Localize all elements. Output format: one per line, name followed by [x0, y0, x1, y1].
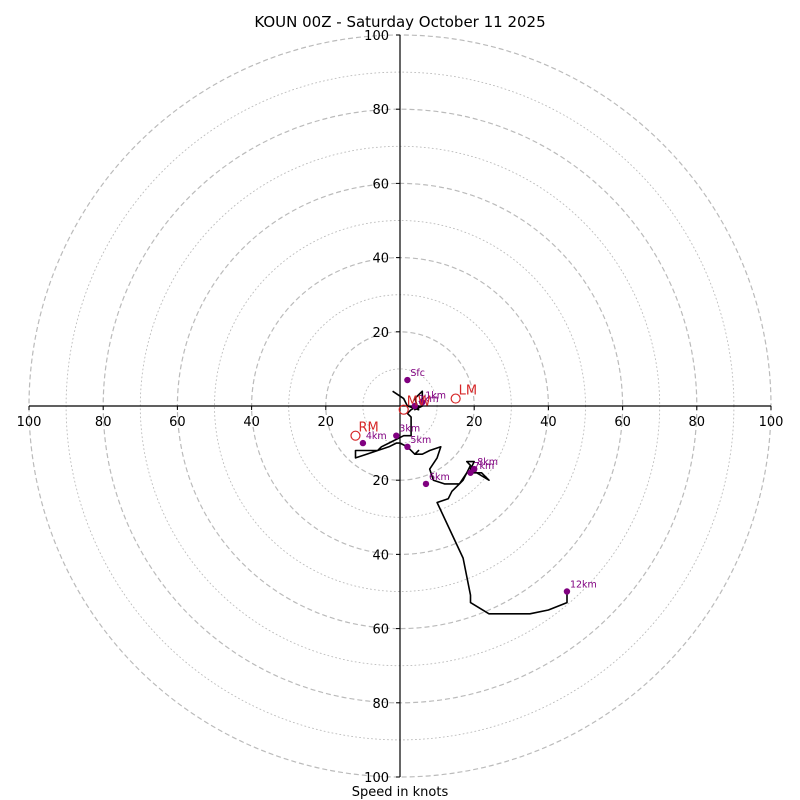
height-label-3km: 3km: [399, 424, 420, 435]
y-tick-label: 20: [372, 474, 389, 489]
storm-marker-LM: [450, 393, 461, 404]
storm-marker-MW: [398, 404, 409, 415]
height-label-7km: 7km: [473, 461, 494, 472]
x-tick-label: 100: [759, 415, 784, 430]
height-label-12km: 12km: [570, 580, 597, 591]
height-label-2km: 2km: [418, 394, 439, 405]
y-tick-label: 80: [372, 103, 389, 118]
y-tick-label: 40: [372, 252, 389, 267]
height-marker-12km: [563, 588, 571, 595]
y-tick-label: 80: [372, 697, 389, 712]
height-marker-Sfc: [404, 376, 411, 384]
y-tick-label: 60: [372, 177, 389, 192]
storm-marker-RM: [350, 430, 361, 441]
storm-motion-layer: RM LM MW: [350, 384, 477, 441]
y-tick-label: 100: [364, 29, 389, 44]
x-tick-label: 80: [689, 415, 706, 430]
height-marker-5km: [404, 443, 411, 451]
height-label-Sfc: Sfc: [410, 368, 425, 379]
storm-label-MW: MW: [407, 395, 431, 410]
y-tick-label: 60: [372, 623, 389, 638]
y-tick-label: 40: [372, 548, 389, 563]
x-tick-label: 100: [17, 415, 42, 430]
x-tick-label: 60: [169, 415, 186, 430]
x-tick-label: 40: [243, 415, 260, 430]
height-marker-3km: [393, 432, 400, 439]
height-marker-1km: [419, 399, 426, 406]
x-tick-label: 20: [466, 415, 483, 430]
y-tick-label: 100: [364, 771, 389, 786]
height-label-5km: 5km: [410, 435, 431, 446]
height-label-1km: 1km: [425, 390, 446, 401]
storm-label-LM: LM: [459, 384, 477, 399]
x-tick-label: 40: [540, 415, 557, 430]
y-tick-label: 20: [372, 326, 389, 341]
x-tick-label: 80: [95, 415, 112, 430]
storm-label-RM: RM: [358, 421, 378, 436]
tick-labels: 100 80 60 40 20 20 40 60 80 100 100 80 60 40 20 20 40 60 8…: [17, 29, 784, 786]
axes: [29, 35, 771, 777]
height-marker-8km: [471, 465, 478, 473]
height-label-4km: 4km: [366, 431, 387, 442]
x-tick-label: 20: [318, 415, 335, 430]
height-label-6km: 6km: [429, 472, 450, 483]
x-axis-label: Speed in knots: [352, 785, 449, 800]
height-marker-2km: [411, 402, 419, 410]
chart-title: KOUN 00Z - Saturday October 11 2025: [254, 13, 545, 31]
x-tick-label: 60: [614, 415, 631, 430]
wind-trace-line: [354, 390, 568, 615]
height-label-8km: 8km: [477, 457, 498, 468]
height-marker-6km: [422, 480, 430, 488]
wind-trace-layer: [354, 390, 568, 615]
height-marker-4km: [359, 439, 367, 447]
